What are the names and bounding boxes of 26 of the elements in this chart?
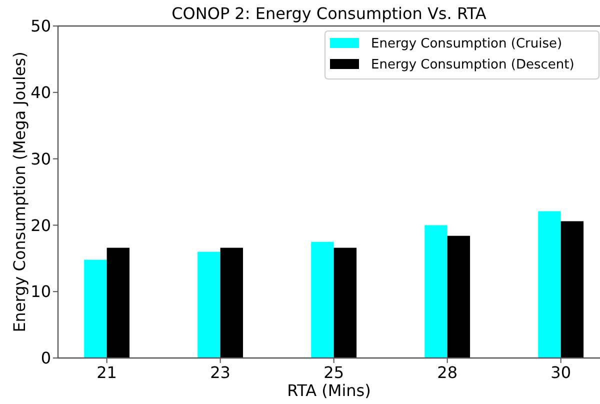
legend-label: Energy Consumption (Cruise) — [371, 36, 562, 52]
x-tick-label: 21 — [96, 363, 117, 382]
y-tick-label: 0 — [40, 348, 51, 368]
x-tick-label: 23 — [210, 363, 230, 382]
x-tick-label: 28 — [437, 363, 458, 382]
y-axis-title: Energy Consumption (Mega Joules) — [10, 52, 29, 332]
x-tick-label: 30 — [550, 363, 572, 382]
y-tick-label: 40 — [30, 83, 51, 102]
y-tick-label: 10 — [30, 282, 51, 302]
bar — [220, 248, 244, 358]
x-tick-label: 25 — [324, 363, 344, 382]
y-tick-label: 50 — [30, 16, 51, 36]
y-tick-label: 30 — [30, 149, 51, 168]
bar — [106, 248, 130, 358]
bar — [311, 242, 334, 358]
y-tick-label: 20 — [30, 216, 51, 235]
bar — [198, 252, 220, 358]
bar — [424, 225, 448, 358]
bar — [447, 236, 470, 358]
bar — [84, 260, 107, 358]
bar — [560, 221, 584, 358]
chart-title: CONOP 2: Energy Consumption Vs. RTA — [172, 4, 486, 23]
x-axis-title: RTA (Mins) — [287, 381, 371, 400]
bar — [538, 211, 561, 358]
bar — [334, 248, 357, 358]
legend-label: Energy Consumption (Descent) — [371, 58, 574, 73]
